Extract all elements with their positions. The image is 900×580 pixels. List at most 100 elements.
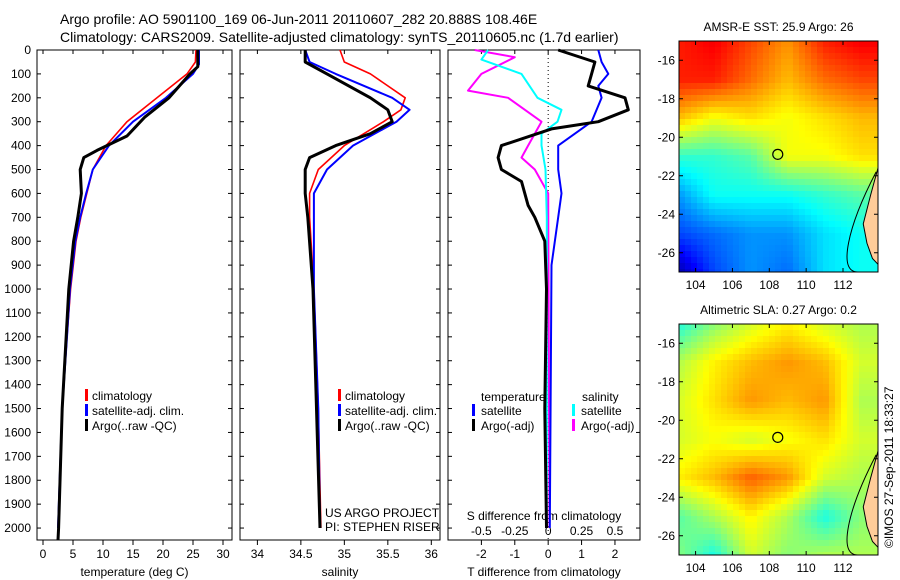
map-cell <box>769 95 775 101</box>
map-cell <box>847 209 853 215</box>
map-cell <box>781 504 787 510</box>
map-cell <box>727 137 733 143</box>
map-cell <box>745 59 751 65</box>
map-cell <box>733 516 739 522</box>
map-cell <box>685 552 691 555</box>
map-cell <box>763 137 769 143</box>
map-cell <box>703 414 709 420</box>
map-cell <box>835 420 841 426</box>
x-axis-label: temperature (deg C) <box>80 565 188 579</box>
map-cell <box>787 233 793 239</box>
map-cell <box>727 179 733 185</box>
map-cell <box>751 402 757 408</box>
lat-tick-label: -26 <box>658 529 676 543</box>
map-cell <box>799 432 805 438</box>
map-cell <box>793 77 799 83</box>
map-cell <box>859 257 865 263</box>
map-cell <box>697 390 703 396</box>
map-cell <box>793 47 799 53</box>
map-cell <box>763 233 769 239</box>
map-cell <box>751 456 757 462</box>
map-cell <box>685 456 691 462</box>
map-cell <box>835 330 841 336</box>
map-cell <box>775 65 781 71</box>
map-cell <box>805 269 811 272</box>
map-cell <box>709 432 715 438</box>
map-cell <box>787 432 793 438</box>
map-cell <box>835 414 841 420</box>
map-cell <box>697 396 703 402</box>
map-cell <box>817 227 823 233</box>
map-cell <box>751 336 757 342</box>
map-cell <box>805 125 811 131</box>
map-cell <box>769 239 775 245</box>
map-cell <box>715 95 721 101</box>
map-cell <box>739 324 745 330</box>
map-cell <box>715 330 721 336</box>
map-cell <box>763 414 769 420</box>
map-cell <box>829 396 835 402</box>
map-cell <box>745 348 751 354</box>
map-cell <box>841 83 847 89</box>
map-cell <box>775 330 781 336</box>
map-cell <box>781 336 787 342</box>
map-cell <box>829 47 835 53</box>
map-cell <box>727 83 733 89</box>
map-cell <box>811 552 817 555</box>
map-cell <box>853 522 859 528</box>
map-cell <box>763 510 769 516</box>
map-cell <box>811 137 817 143</box>
map-cell <box>739 149 745 155</box>
map-cell <box>781 71 787 77</box>
map-cell <box>835 245 841 251</box>
map-cell <box>859 330 865 336</box>
map-cell <box>703 41 709 47</box>
map-cell <box>721 450 727 456</box>
map-cell <box>865 330 871 336</box>
map-cell <box>853 366 859 372</box>
legend-swatch <box>85 404 88 416</box>
map-cell <box>691 71 697 77</box>
map-cell <box>721 474 727 480</box>
map-cell <box>805 95 811 101</box>
map-cell <box>697 504 703 510</box>
map-cell <box>769 215 775 221</box>
map-cell <box>703 149 709 155</box>
map-cell <box>775 131 781 137</box>
map-cell <box>805 450 811 456</box>
map-cell <box>835 191 841 197</box>
map-cell <box>865 269 871 272</box>
map-cell <box>769 173 775 179</box>
map-cell <box>763 438 769 444</box>
map-cell <box>739 83 745 89</box>
map-cell <box>745 197 751 203</box>
map-cell <box>865 474 871 480</box>
map-cell <box>853 89 859 95</box>
map-cell <box>835 143 841 149</box>
map-cell <box>787 342 793 348</box>
map-cell <box>685 492 691 498</box>
map-cell <box>853 239 859 245</box>
map-cell <box>835 215 841 221</box>
map-cell <box>835 185 841 191</box>
map-cell <box>703 438 709 444</box>
map-cell <box>847 552 853 555</box>
map-cell <box>793 396 799 402</box>
map-cell <box>733 438 739 444</box>
map-cell <box>697 540 703 546</box>
map-cell <box>679 324 685 330</box>
x-tick-label: 20 <box>156 547 170 561</box>
map-cell <box>751 324 757 330</box>
map-cell <box>679 71 685 77</box>
map-cell <box>709 528 715 534</box>
map-cell <box>865 251 871 257</box>
map-cell <box>751 53 757 59</box>
map-cell <box>859 197 865 203</box>
map-cell <box>775 354 781 360</box>
plot-frame <box>36 49 233 541</box>
map-cell <box>781 552 787 555</box>
map-title: Altimetric SLA: 0.27 Argo: 0.2 <box>700 303 857 317</box>
map-cell <box>763 77 769 83</box>
map-cell <box>703 486 709 492</box>
map-cell <box>769 402 775 408</box>
